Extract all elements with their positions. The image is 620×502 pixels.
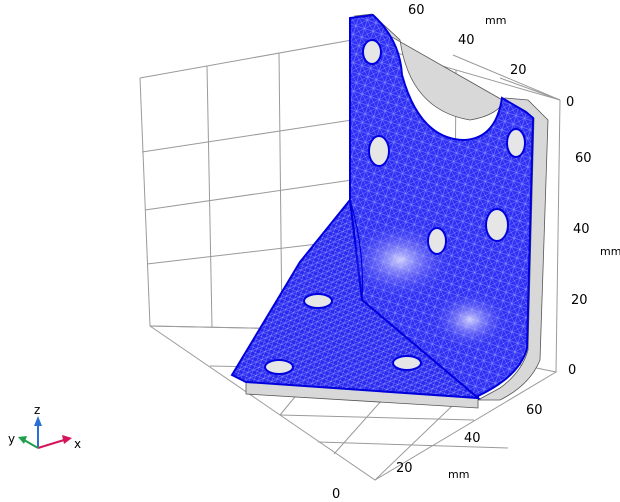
tick-bottom-40: 40 [464,431,481,446]
tick-right-20: 20 [571,293,588,308]
mounting-holes [264,39,526,375]
unit-top: mm [485,14,506,27]
triad-y-label: y [8,432,15,446]
axis-right: 60 40 mm 20 0 [568,151,620,378]
tick-top-60: 60 [408,3,425,18]
tick-top-20: 20 [510,63,527,78]
tick-top-40: 40 [458,33,475,48]
bracket-model[interactable] [230,13,549,409]
tick-top-0: 0 [566,95,574,110]
y-axis-arrow-icon [18,436,27,444]
axis-top: 60 mm 40 20 0 [408,3,574,110]
x-axis-arrow-icon [62,435,72,444]
tick-bottom-0: 0 [332,487,340,502]
tick-right-60: 60 [575,151,592,166]
triad-x-label: x [74,437,81,451]
tick-bottom-20: 20 [396,461,413,476]
orientation-triad: z x y [8,403,81,451]
tick-right-0: 0 [568,363,576,378]
tick-bottom-60: 60 [526,403,543,418]
z-axis-arrow-icon [34,416,42,426]
unit-right: mm [600,245,620,258]
plate-edge-face [353,13,549,401]
triad-z-label: z [34,403,40,417]
axis-bottom: 60 40 20 mm 0 [332,403,543,502]
tick-right-40: 40 [573,222,590,237]
unit-bottom: mm [448,468,469,481]
